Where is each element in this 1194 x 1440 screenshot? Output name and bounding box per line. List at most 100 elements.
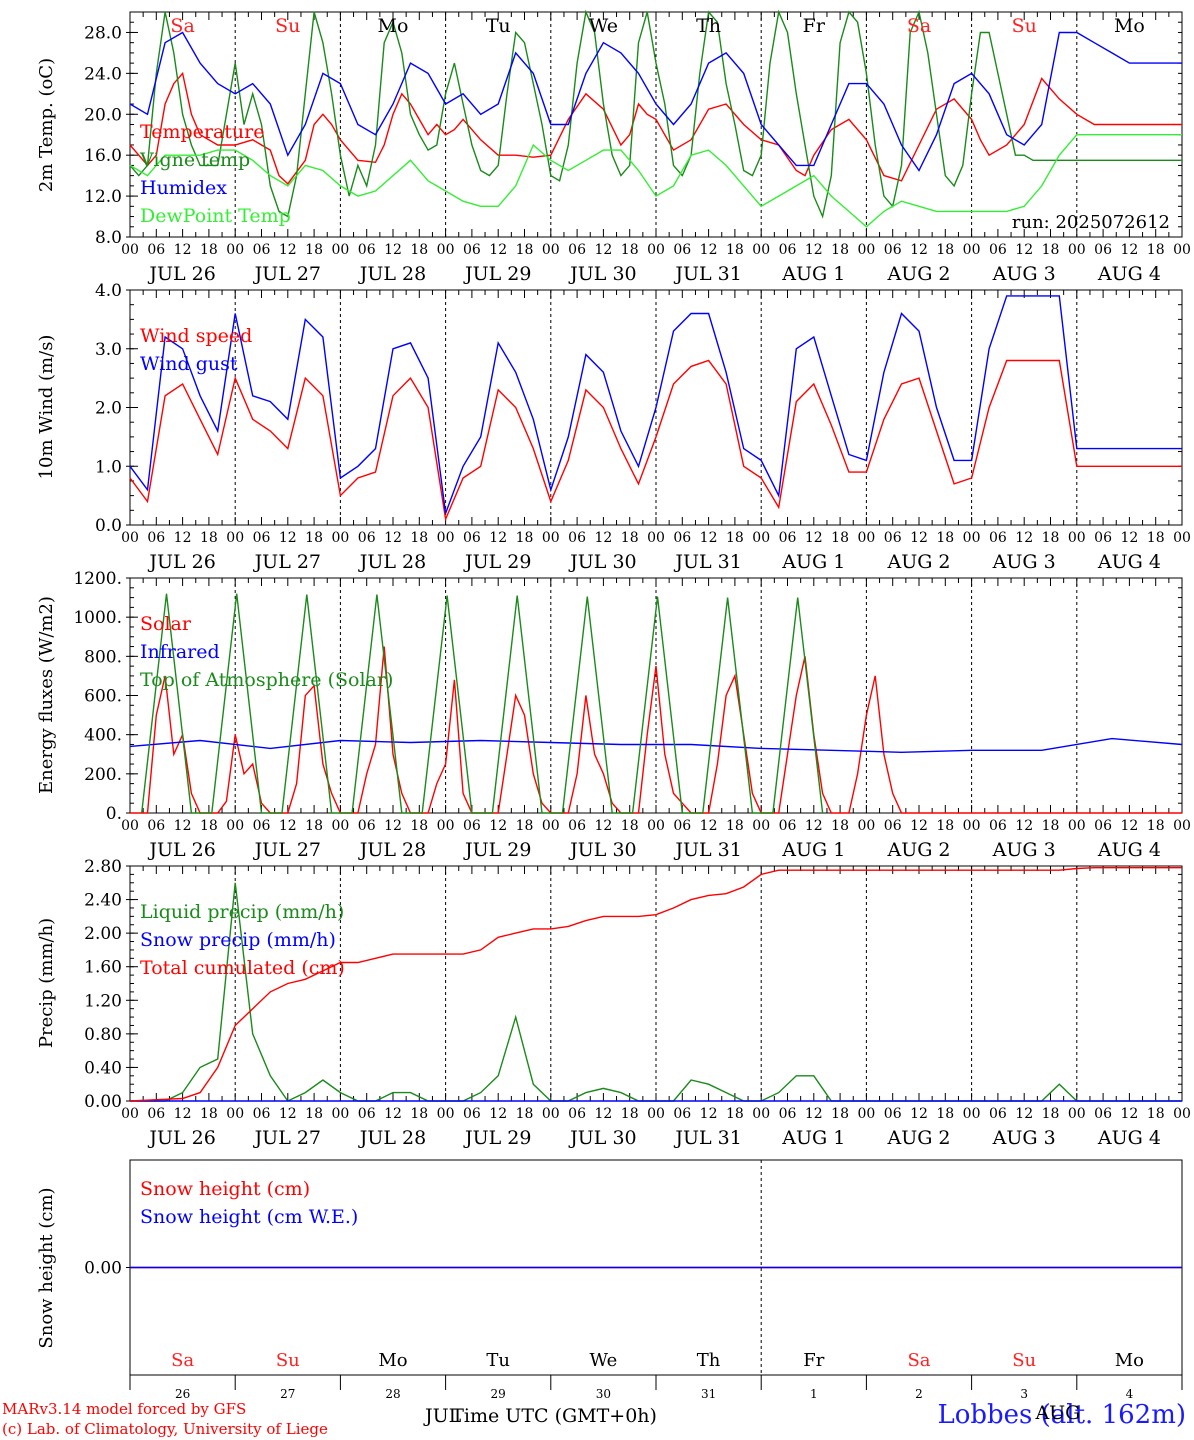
hour-tick-label: 12 — [1120, 1106, 1138, 1122]
hour-tick-label: 18 — [726, 1106, 744, 1122]
hour-tick-label: 18 — [305, 1106, 323, 1122]
y-tick-label: 20.0 — [84, 105, 122, 125]
day-name-bottom: Th — [697, 1350, 721, 1371]
hour-tick-label: 12 — [384, 1106, 402, 1122]
date-label: JUL 26 — [147, 551, 215, 573]
day-name-top: Tu — [486, 15, 511, 37]
y-axis-title: Precip (mm/h) — [36, 918, 57, 1048]
hour-tick-label: 00 — [542, 818, 560, 834]
day-name-top: Su — [275, 15, 300, 37]
y-tick-label: 8.0 — [95, 228, 122, 248]
hour-tick-label: 06 — [989, 1106, 1007, 1122]
hour-tick-label: 12 — [594, 530, 612, 546]
y-tick-label: 0.0 — [95, 516, 122, 536]
hour-tick-label: 06 — [147, 530, 165, 546]
hour-tick-label: 00 — [121, 242, 139, 258]
hour-tick-label: 00 — [1068, 242, 1086, 258]
date-label: JUL 31 — [673, 551, 741, 573]
hour-tick-label: 18 — [200, 242, 218, 258]
hour-tick-label: 18 — [831, 242, 849, 258]
hour-tick-label: 06 — [253, 818, 271, 834]
hour-tick-label: 12 — [594, 818, 612, 834]
date-label: AUG 2 — [886, 551, 950, 573]
hour-tick-label: 00 — [963, 530, 981, 546]
hour-tick-label: 18 — [1042, 530, 1060, 546]
date-label: AUG 4 — [1097, 263, 1161, 285]
hour-tick-label: 06 — [463, 818, 481, 834]
hour-tick-label: 18 — [936, 530, 954, 546]
y-tick-label: 1.20 — [84, 991, 122, 1011]
y-tick-label: 4.0 — [95, 281, 122, 301]
day-number: 29 — [491, 1387, 506, 1401]
hour-tick-label: 06 — [568, 530, 586, 546]
legend-entry: Humidex — [140, 177, 227, 199]
hour-tick-label: 00 — [752, 1106, 770, 1122]
date-label: JUL 28 — [358, 1127, 426, 1149]
series-line-humidex — [129, 31, 1182, 172]
y-tick-label: 1200. — [73, 569, 122, 589]
hour-tick-label: 00 — [1173, 530, 1191, 546]
hour-tick-label: 06 — [147, 1106, 165, 1122]
hour-tick-label: 00 — [437, 1106, 455, 1122]
hour-tick-label: 18 — [516, 242, 534, 258]
hour-tick-label: 06 — [884, 530, 902, 546]
date-label: JUL 29 — [463, 839, 531, 861]
hour-tick-label: 06 — [1094, 242, 1112, 258]
hour-tick-label: 00 — [437, 242, 455, 258]
hour-tick-label: 00 — [963, 242, 981, 258]
date-label: AUG 1 — [781, 263, 845, 285]
hour-tick-label: 12 — [489, 818, 507, 834]
hour-tick-label: 00 — [1068, 530, 1086, 546]
hour-tick-label: 00 — [226, 818, 244, 834]
hour-tick-label: 18 — [1042, 242, 1060, 258]
hour-tick-label: 00 — [226, 1106, 244, 1122]
legend-entry: Snow height (cm W.E.) — [140, 1206, 358, 1228]
hour-tick-label: 00 — [857, 818, 875, 834]
hour-tick-label: 06 — [989, 242, 1007, 258]
y-tick-label: 1.0 — [95, 457, 122, 477]
day-name-top: Su — [1012, 15, 1037, 37]
date-label: AUG 1 — [781, 839, 845, 861]
hour-tick-label: 18 — [726, 530, 744, 546]
hour-tick-label: 12 — [700, 242, 718, 258]
station-name: Lobbes (alt. 162m) — [937, 1400, 1186, 1430]
hour-tick-label: 18 — [1042, 818, 1060, 834]
hour-tick-label: 12 — [805, 530, 823, 546]
date-label: JUL 26 — [147, 263, 215, 285]
day-number: 30 — [596, 1387, 611, 1401]
legend-entry: Snow precip (mm/h) — [140, 929, 336, 951]
hour-tick-label: 18 — [305, 242, 323, 258]
date-label: AUG 2 — [886, 263, 950, 285]
series-line-solar — [130, 646, 1182, 814]
hour-tick-label: 12 — [174, 242, 192, 258]
y-tick-label: 12.0 — [84, 187, 122, 207]
series-line-wind-gust — [129, 295, 1182, 514]
hour-tick-label: 00 — [647, 1106, 665, 1122]
date-label: JUL 31 — [673, 1127, 741, 1149]
station-label: AUG Lobbes (alt. 162m) — [937, 1400, 1186, 1430]
hour-tick-label: 12 — [279, 818, 297, 834]
hour-tick-label: 06 — [1094, 1106, 1112, 1122]
hour-tick-label: 06 — [673, 1106, 691, 1122]
date-label: JUL 31 — [673, 263, 741, 285]
day-name-bottom: Fr — [803, 1350, 824, 1371]
hour-tick-label: 06 — [358, 530, 376, 546]
hour-tick-label: 12 — [1120, 530, 1138, 546]
hour-tick-label: 06 — [463, 1106, 481, 1122]
legend-entry: Snow height (cm) — [140, 1178, 310, 1200]
date-label: AUG 1 — [781, 1127, 845, 1149]
hour-tick-label: 12 — [1015, 1106, 1033, 1122]
hour-tick-label: 12 — [174, 818, 192, 834]
hour-tick-label: 00 — [542, 242, 560, 258]
hour-tick-label: 12 — [384, 530, 402, 546]
series-line-wind-speed — [129, 359, 1182, 522]
date-label: JUL 26 — [147, 1127, 215, 1149]
day-name-top: Mo — [378, 15, 409, 37]
date-label: JUL 27 — [253, 1127, 321, 1149]
y-tick-label: 3.0 — [95, 340, 122, 360]
date-label: AUG 4 — [1097, 839, 1161, 861]
hour-tick-label: 00 — [121, 530, 139, 546]
y-tick-label: 1.60 — [84, 958, 122, 978]
